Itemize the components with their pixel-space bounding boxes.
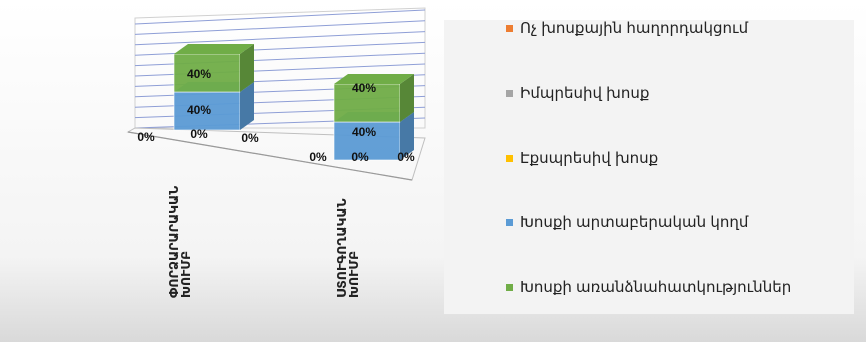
category-label-line: ԽՈՒՄԲ bbox=[179, 250, 193, 298]
legend-swatch bbox=[506, 24, 513, 32]
bar-segment-front bbox=[173, 53, 241, 93]
legend-item: Իմպրեսիվ խոսք bbox=[506, 83, 649, 103]
legend-item: Ոչ խոսքային հաղորդակցում bbox=[506, 18, 748, 38]
legend-item: Խոսքի արտաբերական կողմ bbox=[506, 212, 748, 232]
legend-swatch bbox=[506, 154, 513, 162]
data-label: 0% bbox=[137, 130, 155, 144]
bar-segment-side bbox=[400, 74, 414, 122]
data-label: 40% bbox=[352, 81, 376, 95]
data-label: 40% bbox=[187, 103, 211, 117]
data-label: 0% bbox=[397, 150, 415, 164]
data-label: 40% bbox=[352, 125, 376, 139]
data-label: 0% bbox=[190, 127, 208, 141]
category-label-line: ԽՈՒՄԲ bbox=[347, 250, 361, 298]
data-label: 0% bbox=[309, 150, 327, 164]
legend-label: Իմպրեսիվ խոսք bbox=[520, 85, 650, 102]
chart-legend: Ոչ խոսքային հաղորդակցում Իմպրեսիվ խոսք Էքս… bbox=[444, 20, 854, 314]
bar-segment-top bbox=[334, 74, 414, 84]
bar-segment-side bbox=[400, 112, 414, 160]
x-axis-line bbox=[127, 131, 413, 181]
legend-label: Խոսքի արտաբերական կողմ bbox=[520, 214, 749, 231]
legend-swatch bbox=[506, 283, 513, 291]
legend-item: Էքսպրեսիվ խոսք bbox=[506, 148, 658, 168]
back-wall bbox=[134, 7, 426, 129]
legend-swatch bbox=[506, 89, 513, 97]
legend-swatch bbox=[506, 218, 513, 226]
bar-segment-front bbox=[333, 121, 401, 161]
data-label: 0% bbox=[241, 131, 259, 145]
data-label: 0% bbox=[351, 150, 369, 164]
bar-segment-side bbox=[240, 82, 254, 130]
legend-label: Էքսպրեսիվ խոսք bbox=[520, 150, 659, 167]
legend-label: Խոսքի առանձնահատկություններ bbox=[520, 279, 792, 296]
gridline bbox=[134, 20, 426, 35]
gridline bbox=[134, 9, 426, 25]
bar-segment-top bbox=[174, 44, 254, 54]
bar-segment-side bbox=[240, 44, 254, 92]
legend-item: Խոսքի առանձնահատկություններ bbox=[506, 277, 791, 297]
category-label: ՍՏՈՒԳՈՂԱԿԱՆ ԽՈՒՄԲ bbox=[335, 198, 361, 298]
gridline bbox=[134, 31, 426, 46]
legend-label: Ոչ խոսքային հաղորդակցում bbox=[520, 20, 749, 37]
data-label: 40% bbox=[187, 67, 211, 81]
category-label: ՓՈՐՁԱՐԱՐԱԿԱՆ ԽՈՒՄԲ bbox=[167, 186, 193, 298]
